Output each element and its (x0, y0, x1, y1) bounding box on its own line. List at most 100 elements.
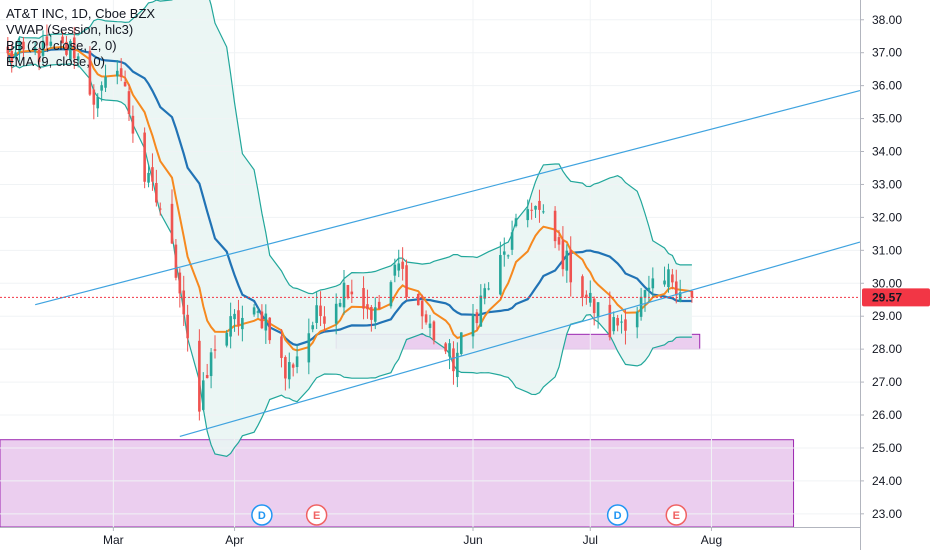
price-tick-label-4: 27.00 (872, 375, 902, 389)
candle-body-56 (311, 325, 315, 330)
candle-body-84 (459, 332, 463, 354)
candle-body-95 (526, 209, 530, 221)
candle-body-77 (424, 314, 428, 323)
candle-body-48 (264, 313, 268, 331)
candle-body-29 (158, 208, 162, 210)
legend-ema[interactable]: EMA (9, close, 0) (6, 54, 105, 69)
candle-body-17 (96, 96, 100, 109)
candle-body-65 (362, 288, 365, 309)
time-tick-label-4: Aug (701, 533, 722, 547)
candle-body-75 (416, 294, 420, 306)
candle-body-13 (72, 37, 76, 59)
price-tick-label-13: 36.00 (872, 79, 902, 93)
candle-body-30 (170, 203, 174, 244)
candle-body-59 (323, 316, 326, 324)
candle-body-41 (229, 316, 232, 337)
candle-body-9 (49, 41, 53, 46)
price-tick-label-11: 34.00 (872, 145, 902, 159)
candle-body-6 (37, 49, 41, 63)
candle-body-118 (647, 287, 651, 290)
event-marker-3 (665, 504, 688, 526)
candle-body-113 (620, 321, 623, 323)
trendline-1 (179, 241, 861, 437)
legend-bollinger-bands[interactable]: BB (20, close, 2, 0) (6, 38, 117, 53)
candle-body-16 (92, 89, 96, 105)
candle-body-40 (225, 332, 229, 346)
candle-body-107 (588, 292, 592, 303)
candle-body-39 (213, 349, 217, 351)
candle-body-91 (502, 251, 506, 255)
legend-vwap[interactable]: VWAP (Session, hlc3) (6, 22, 134, 37)
candle-body-33 (182, 290, 186, 315)
candle-body-7 (41, 40, 45, 56)
candle-body-52 (287, 362, 291, 380)
zones-layer (0, 333, 795, 528)
candle-body-109 (596, 302, 600, 318)
candle-body-108 (592, 298, 596, 314)
candle-body-27 (151, 167, 154, 182)
candle-body-97 (534, 205, 537, 210)
candle-body-102 (561, 240, 565, 270)
time-tick-label-2: Jun (463, 533, 482, 547)
candle-body-68 (373, 307, 377, 322)
candle-body-115 (635, 311, 639, 328)
candle-body-92 (506, 255, 510, 257)
candle-body-70 (389, 282, 393, 307)
price-tick-label-9: 32.00 (872, 210, 902, 224)
candle-body-47 (260, 311, 264, 329)
candle-body-86 (475, 312, 479, 324)
candle-body-71 (393, 264, 397, 276)
candle-body-1 (10, 50, 14, 63)
candle-body-61 (338, 302, 342, 307)
candle-body-32 (178, 272, 182, 294)
candle-body-105 (581, 276, 584, 298)
candle-body-111 (612, 317, 616, 332)
candle-body-11 (65, 41, 68, 55)
candle-body-10 (61, 36, 64, 44)
candle-body-79 (432, 321, 436, 341)
candle-body-104 (569, 249, 573, 283)
legend-symbol-title[interactable]: AT&T INC, 1D, Cboe BZX (6, 6, 156, 21)
candle-body-31 (174, 244, 178, 278)
candle-body-0 (6, 46, 10, 54)
candle-body-36 (201, 380, 205, 410)
candle-body-76 (420, 300, 424, 317)
price-tick-label-0: 23.00 (872, 507, 902, 521)
event-marker-1 (305, 504, 328, 526)
candle-body-44 (241, 317, 244, 330)
price-tick-label-12: 35.00 (872, 112, 902, 126)
candle-body-119 (651, 278, 655, 289)
event-marker-2 (606, 504, 629, 526)
trendline-0 (35, 89, 861, 306)
candle-body-73 (401, 261, 404, 269)
candle-body-106 (585, 294, 588, 298)
candle-body-62 (342, 282, 346, 308)
candle-body-2 (14, 52, 17, 58)
candles-layer (6, 24, 694, 421)
time-axis-bg (0, 527, 860, 550)
candle-body-100 (553, 210, 557, 242)
candle-body-89 (487, 288, 490, 290)
candle-body-58 (319, 305, 322, 317)
candle-body-99 (542, 211, 545, 213)
zone-rect-0 (0, 439, 795, 528)
candle-body-12 (69, 41, 72, 60)
price-tick-label-3: 26.00 (872, 408, 902, 422)
candle-body-60 (334, 303, 338, 324)
event-label-3: E (673, 510, 680, 522)
candle-body-120 (663, 280, 666, 285)
candle-body-85 (471, 314, 475, 337)
candle-body-94 (514, 218, 518, 227)
event-label-2: D (614, 510, 622, 522)
bollinger-fill-layer (7, 0, 692, 457)
candle-body-18 (100, 85, 103, 91)
candle-body-50 (280, 336, 283, 358)
candle-body-125 (690, 290, 694, 298)
candle-body-74 (405, 265, 408, 297)
last-price-label: 29.57 (872, 290, 902, 304)
candle-body-49 (268, 317, 272, 341)
candle-body-45 (252, 307, 256, 315)
candle-body-110 (608, 304, 612, 338)
